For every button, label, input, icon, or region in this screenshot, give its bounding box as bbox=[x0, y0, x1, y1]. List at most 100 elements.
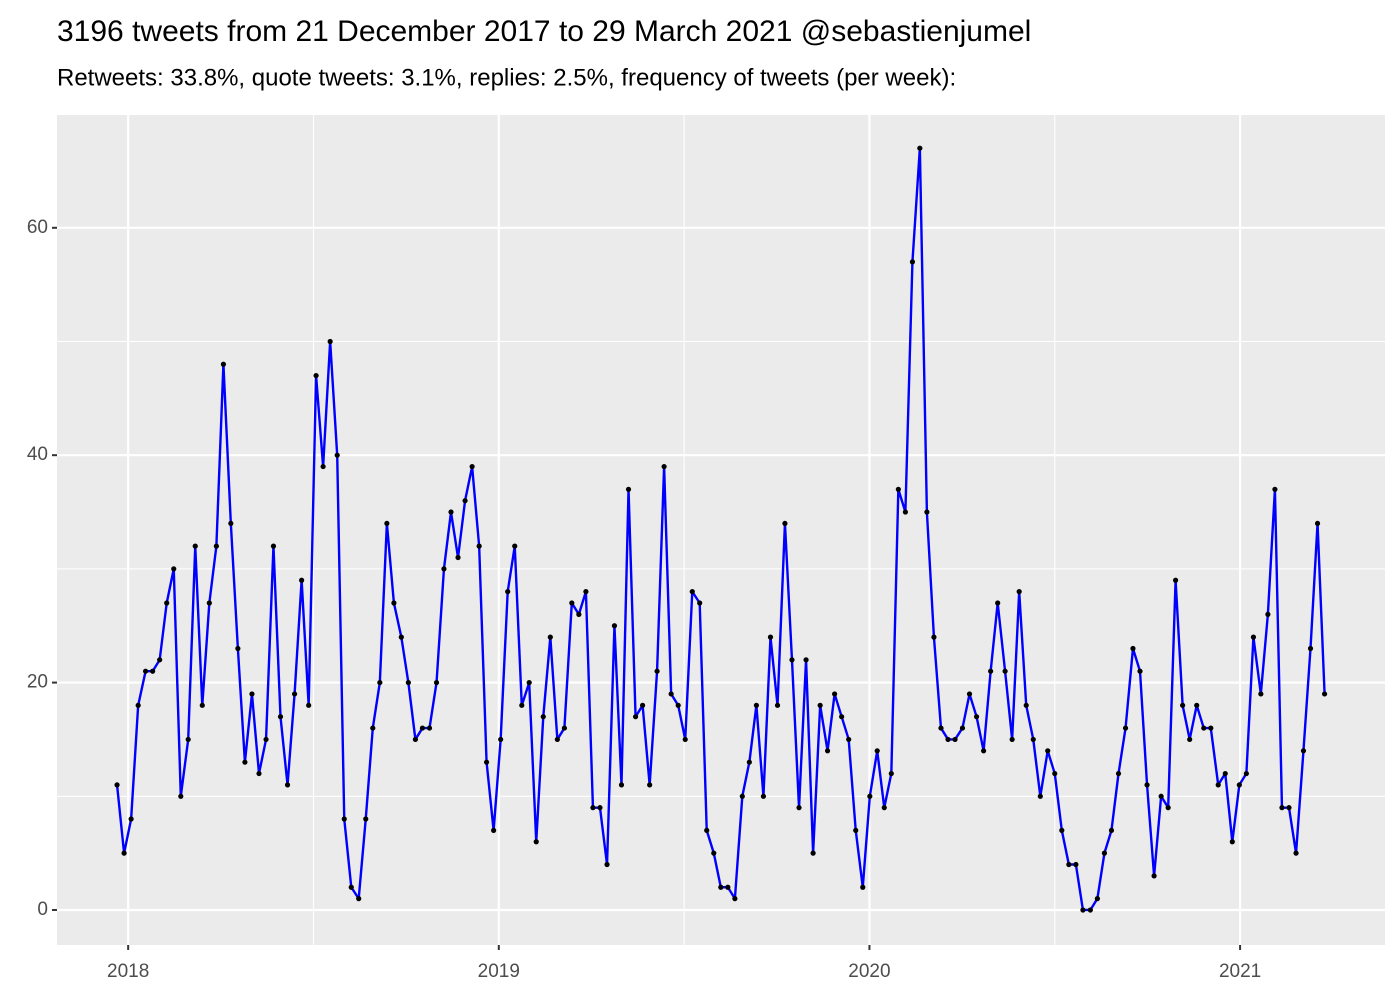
point bbox=[1236, 782, 1242, 788]
point bbox=[199, 702, 205, 708]
point bbox=[1165, 805, 1171, 811]
point bbox=[462, 498, 468, 504]
point bbox=[526, 679, 532, 686]
point bbox=[1222, 770, 1228, 777]
point bbox=[1314, 520, 1321, 527]
point bbox=[1229, 839, 1235, 845]
point bbox=[1087, 907, 1093, 913]
point bbox=[917, 145, 923, 151]
point bbox=[426, 725, 433, 731]
point bbox=[789, 657, 795, 663]
point bbox=[164, 600, 170, 606]
point bbox=[213, 543, 219, 549]
point bbox=[1045, 748, 1051, 754]
point bbox=[760, 793, 767, 799]
point bbox=[491, 827, 497, 833]
point bbox=[135, 702, 141, 708]
point bbox=[277, 714, 284, 720]
point bbox=[448, 509, 454, 515]
point bbox=[1009, 736, 1015, 743]
point bbox=[618, 782, 625, 788]
point bbox=[519, 702, 525, 708]
point bbox=[405, 679, 411, 686]
y-tick-label: 40 bbox=[27, 444, 48, 465]
chart-title: 3196 tweets from 21 December 2017 to 29 … bbox=[57, 15, 1031, 48]
point bbox=[533, 839, 539, 845]
point bbox=[988, 668, 994, 674]
point bbox=[959, 725, 966, 731]
point bbox=[654, 668, 660, 674]
point bbox=[1130, 645, 1136, 652]
point bbox=[846, 736, 852, 743]
x-tick-label: 2019 bbox=[478, 961, 520, 982]
point bbox=[774, 702, 781, 708]
point bbox=[832, 691, 838, 697]
point bbox=[973, 714, 980, 720]
point bbox=[1208, 725, 1214, 731]
point bbox=[1073, 861, 1079, 868]
point bbox=[1158, 793, 1164, 799]
point bbox=[590, 805, 596, 811]
point bbox=[931, 634, 937, 640]
point bbox=[284, 782, 291, 788]
point bbox=[220, 361, 227, 367]
point bbox=[767, 634, 774, 640]
point bbox=[966, 691, 973, 697]
point bbox=[348, 884, 354, 890]
point bbox=[114, 782, 120, 788]
point bbox=[1094, 896, 1100, 902]
point bbox=[867, 793, 873, 799]
point bbox=[270, 543, 277, 549]
point bbox=[1151, 873, 1157, 879]
point bbox=[746, 759, 752, 765]
point bbox=[263, 736, 269, 743]
point bbox=[1137, 668, 1143, 674]
point bbox=[1122, 725, 1129, 731]
point bbox=[192, 543, 198, 549]
point bbox=[839, 714, 845, 720]
x-tick-label: 2021 bbox=[1219, 961, 1261, 982]
point bbox=[306, 702, 312, 708]
point bbox=[1215, 782, 1221, 788]
point bbox=[1002, 668, 1008, 674]
point bbox=[924, 509, 930, 515]
point bbox=[313, 372, 319, 379]
point bbox=[1265, 611, 1271, 617]
point bbox=[1307, 645, 1314, 652]
point bbox=[952, 736, 958, 743]
point bbox=[1250, 634, 1257, 640]
point bbox=[888, 770, 894, 777]
point bbox=[824, 748, 831, 754]
point bbox=[1052, 770, 1058, 777]
point bbox=[632, 714, 639, 720]
point bbox=[704, 827, 710, 833]
point bbox=[569, 600, 575, 606]
point bbox=[1172, 577, 1179, 583]
point bbox=[150, 668, 156, 674]
point bbox=[469, 463, 475, 470]
point bbox=[874, 748, 880, 754]
point bbox=[235, 645, 241, 652]
point bbox=[1300, 748, 1307, 754]
point bbox=[860, 884, 866, 890]
point bbox=[540, 714, 546, 720]
y-tick-label: 20 bbox=[27, 672, 48, 693]
point bbox=[377, 679, 383, 686]
point bbox=[363, 816, 369, 822]
point bbox=[412, 736, 419, 743]
point bbox=[647, 782, 653, 788]
point bbox=[1066, 861, 1072, 868]
point bbox=[725, 884, 731, 890]
point bbox=[1059, 827, 1065, 833]
point bbox=[753, 702, 759, 708]
x-tick-label: 2020 bbox=[848, 961, 890, 982]
point bbox=[853, 827, 859, 833]
point bbox=[228, 520, 234, 527]
point bbox=[1187, 736, 1193, 743]
point bbox=[256, 770, 262, 777]
point bbox=[498, 736, 504, 743]
point bbox=[995, 600, 1001, 606]
point bbox=[682, 736, 688, 743]
chart-subtitle: Retweets: 33.8%, quote tweets: 3.1%, rep… bbox=[57, 64, 956, 91]
